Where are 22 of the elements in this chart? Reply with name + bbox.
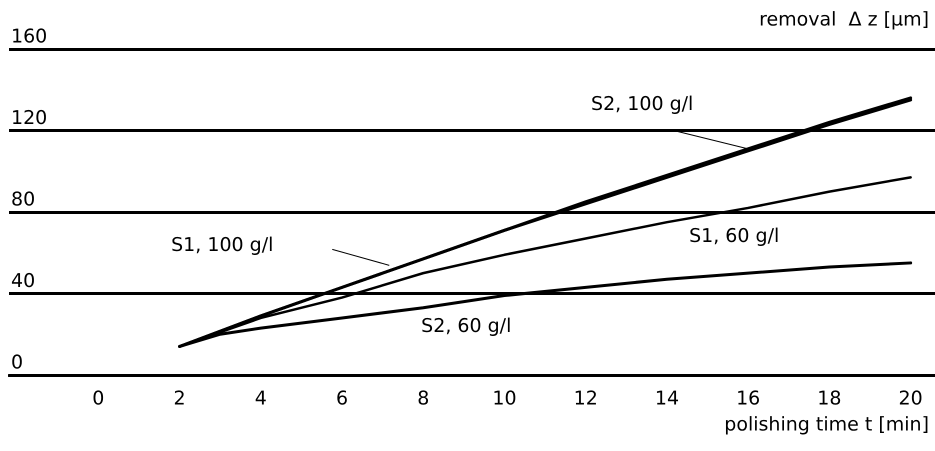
x-tick-label: 16 bbox=[736, 388, 760, 410]
y-tick-label: 80 bbox=[11, 188, 36, 210]
x-tick-label: 20 bbox=[898, 388, 923, 410]
x-tick-label: 4 bbox=[254, 388, 267, 410]
y-tick-label: 120 bbox=[11, 107, 48, 129]
y-tick-label: 40 bbox=[11, 270, 36, 292]
x-tick-label: 2 bbox=[174, 388, 186, 410]
x-tick-label: 10 bbox=[492, 388, 517, 410]
y-axis-title: removal Δ z [µm] bbox=[759, 8, 930, 30]
x-tick-label: 18 bbox=[817, 388, 842, 410]
text: S1, 100 g/l bbox=[171, 234, 274, 256]
series-label: S2, 60 g/l bbox=[421, 314, 512, 337]
series-label: S1, 60 g/l bbox=[689, 224, 780, 247]
y-tick-label: 160 bbox=[11, 26, 48, 48]
x-tick-label: 0 bbox=[92, 388, 104, 410]
x-tick-label: 12 bbox=[574, 388, 598, 410]
x-tick-label: 6 bbox=[336, 388, 348, 410]
y-tick-label: 0 bbox=[11, 352, 24, 374]
x-tick-label: 14 bbox=[654, 388, 680, 410]
x-tick-label: 8 bbox=[417, 388, 430, 410]
x-axis-title: polishing time t [min] bbox=[724, 414, 929, 436]
text: S2, 100 g/l bbox=[591, 92, 694, 115]
